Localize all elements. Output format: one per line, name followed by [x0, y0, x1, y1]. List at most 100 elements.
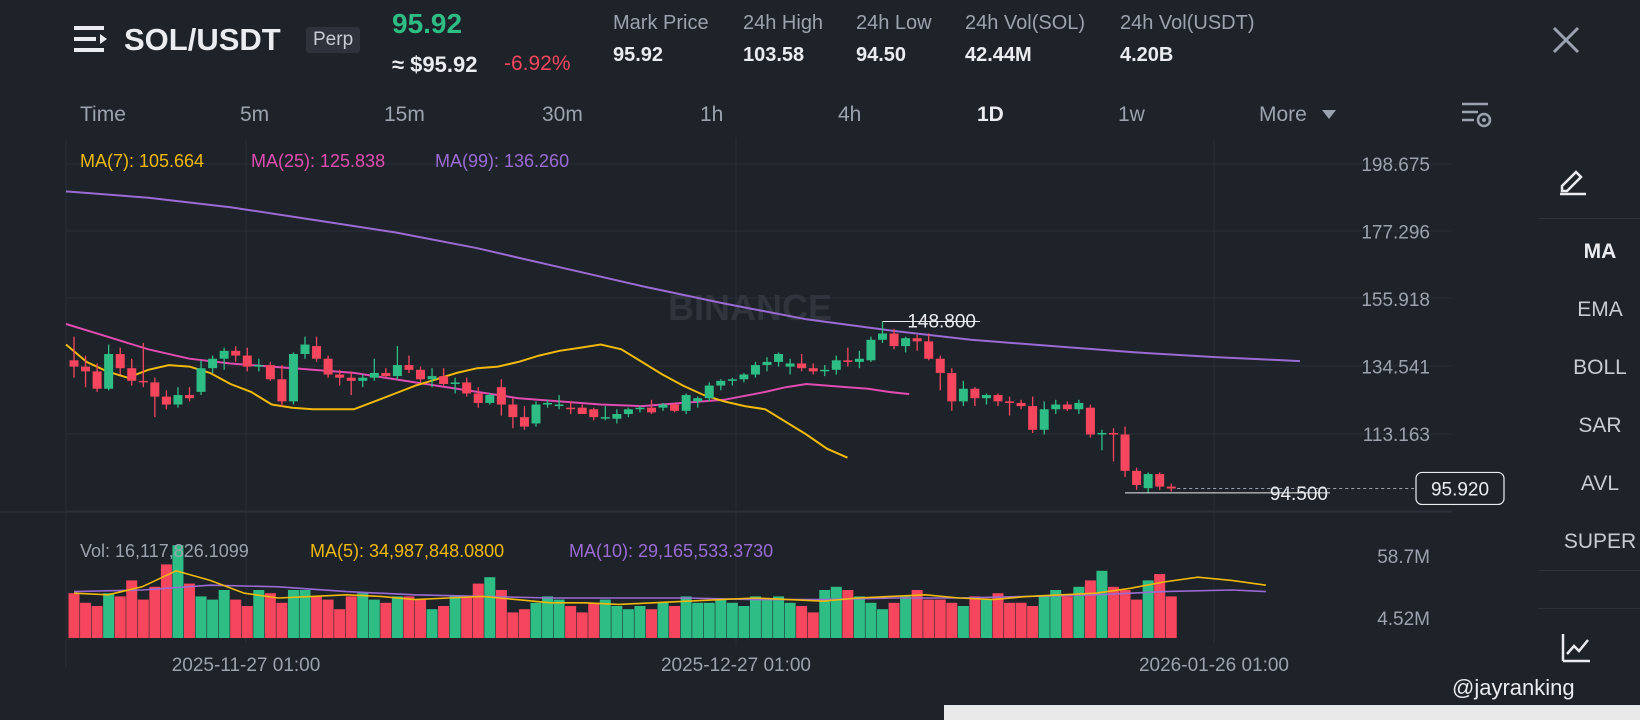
candle: [831, 360, 841, 370]
candle: [496, 387, 506, 405]
chart-settings-icon[interactable]: [1460, 100, 1492, 130]
candle: [866, 339, 876, 361]
chart-annotations: 148.800 94.500 95.920: [882, 311, 1505, 506]
candle: [670, 404, 680, 411]
volume-bar: [749, 596, 761, 638]
volume-bar: [518, 609, 530, 638]
candle: [1074, 402, 1084, 410]
indicator-ma[interactable]: MA: [1583, 240, 1617, 263]
indicator-avl[interactable]: AVL: [1580, 472, 1620, 495]
candle: [81, 366, 91, 372]
volume-bar: [542, 596, 554, 638]
volume-bar: [160, 564, 172, 638]
candle: [1016, 402, 1026, 407]
candle: [554, 404, 564, 407]
tab-30m[interactable]: 30m: [542, 103, 583, 126]
vol-ma10-legend: MA(10): 29,165,533.3730: [569, 541, 773, 561]
indicator-super[interactable]: SUPER: [1563, 530, 1637, 553]
volume-bar: [1142, 580, 1154, 638]
volume-bar: [299, 590, 311, 638]
candle: [335, 374, 345, 378]
footer-bar: [944, 705, 1640, 720]
volume-bar: [368, 599, 380, 638]
candle: [312, 346, 322, 359]
tab-1h[interactable]: 1h: [700, 103, 724, 126]
last-price: 95.92: [392, 8, 463, 39]
low-price-label: 94.500: [1270, 484, 1328, 505]
candle: [878, 333, 887, 340]
candle: [647, 407, 656, 413]
volume-bar: [80, 602, 92, 638]
candle: [912, 338, 922, 342]
volume-bar: [1131, 599, 1143, 638]
tab-4h[interactable]: 4h: [838, 103, 862, 126]
candle: [196, 368, 206, 392]
candle: [889, 333, 899, 347]
indicator-ema[interactable]: EMA: [1577, 298, 1623, 321]
candle: [762, 361, 772, 366]
vol-ma10-line: [73, 584, 1266, 601]
volume-ma-lines: [73, 569, 1267, 606]
candle: [958, 388, 968, 402]
current-price-label: 95.920: [1431, 479, 1489, 500]
candle: [1039, 409, 1049, 430]
candle: [785, 363, 795, 367]
candle: [924, 341, 934, 359]
indicator-boll[interactable]: BOLL: [1573, 356, 1627, 379]
volume-bar: [391, 596, 403, 638]
volume-bar: [819, 590, 831, 638]
pair-symbol[interactable]: SOL/USDT: [124, 22, 281, 57]
candle: [612, 413, 622, 419]
low-24h-label: 24h Low: [856, 12, 932, 34]
candle: [173, 395, 183, 405]
tab-15m[interactable]: 15m: [384, 103, 425, 126]
volume-bar: [565, 606, 577, 638]
candle: [1005, 401, 1015, 403]
candle: [231, 350, 241, 356]
candle: [774, 353, 784, 362]
volume-bar: [472, 583, 484, 638]
chevron-down-icon[interactable]: [1322, 110, 1336, 120]
volume-bar: [484, 577, 496, 638]
candle: [519, 417, 529, 427]
tab-1d[interactable]: 1D: [977, 103, 1004, 126]
tab-5m[interactable]: 5m: [240, 103, 270, 126]
volume-bar: [622, 609, 634, 638]
volume-bar: [241, 606, 253, 638]
candle: [404, 365, 414, 370]
time-axis: 2025-11-27 01:00 2025-12-27 01:00 2026-01-…: [172, 655, 1289, 676]
candle: [681, 395, 691, 411]
volume-bars: [68, 545, 1177, 638]
tab-more[interactable]: More: [1259, 103, 1307, 126]
candle: [161, 396, 171, 405]
menu-icon[interactable]: [74, 24, 108, 54]
tab-time[interactable]: Time: [80, 103, 126, 126]
candle: [901, 338, 911, 347]
volume-bar: [276, 602, 288, 638]
volume-bar: [1015, 602, 1027, 638]
volume-bar: [1004, 602, 1016, 638]
candle: [150, 382, 160, 397]
tab-1w[interactable]: 1w: [1118, 103, 1145, 126]
candle: [1097, 432, 1107, 435]
volume-bar: [1165, 596, 1177, 638]
volume-bar: [588, 602, 600, 638]
volume-bar: [1084, 580, 1096, 638]
volume-bar: [1096, 570, 1108, 638]
volume-bar: [1050, 590, 1062, 638]
volume-bar: [345, 596, 357, 638]
price-change-percent: -6.92%: [504, 52, 571, 75]
volume-bar: [853, 596, 865, 638]
draw-tool-icon[interactable]: [1556, 164, 1588, 196]
volume-indicator-icon[interactable]: [1560, 632, 1592, 664]
volume-bar: [773, 596, 785, 638]
indicator-sar[interactable]: SAR: [1578, 414, 1622, 437]
candle: [254, 365, 264, 367]
credit-watermark: @jayranking: [1452, 675, 1575, 700]
candle: [820, 369, 830, 372]
candle: [138, 380, 148, 383]
volume-bar: [1119, 590, 1131, 638]
close-icon[interactable]: [1550, 24, 1582, 56]
volume-bar: [311, 596, 323, 638]
price-chart[interactable]: BINANCE 198.675177.296155.918134.541113.…: [0, 138, 1520, 705]
